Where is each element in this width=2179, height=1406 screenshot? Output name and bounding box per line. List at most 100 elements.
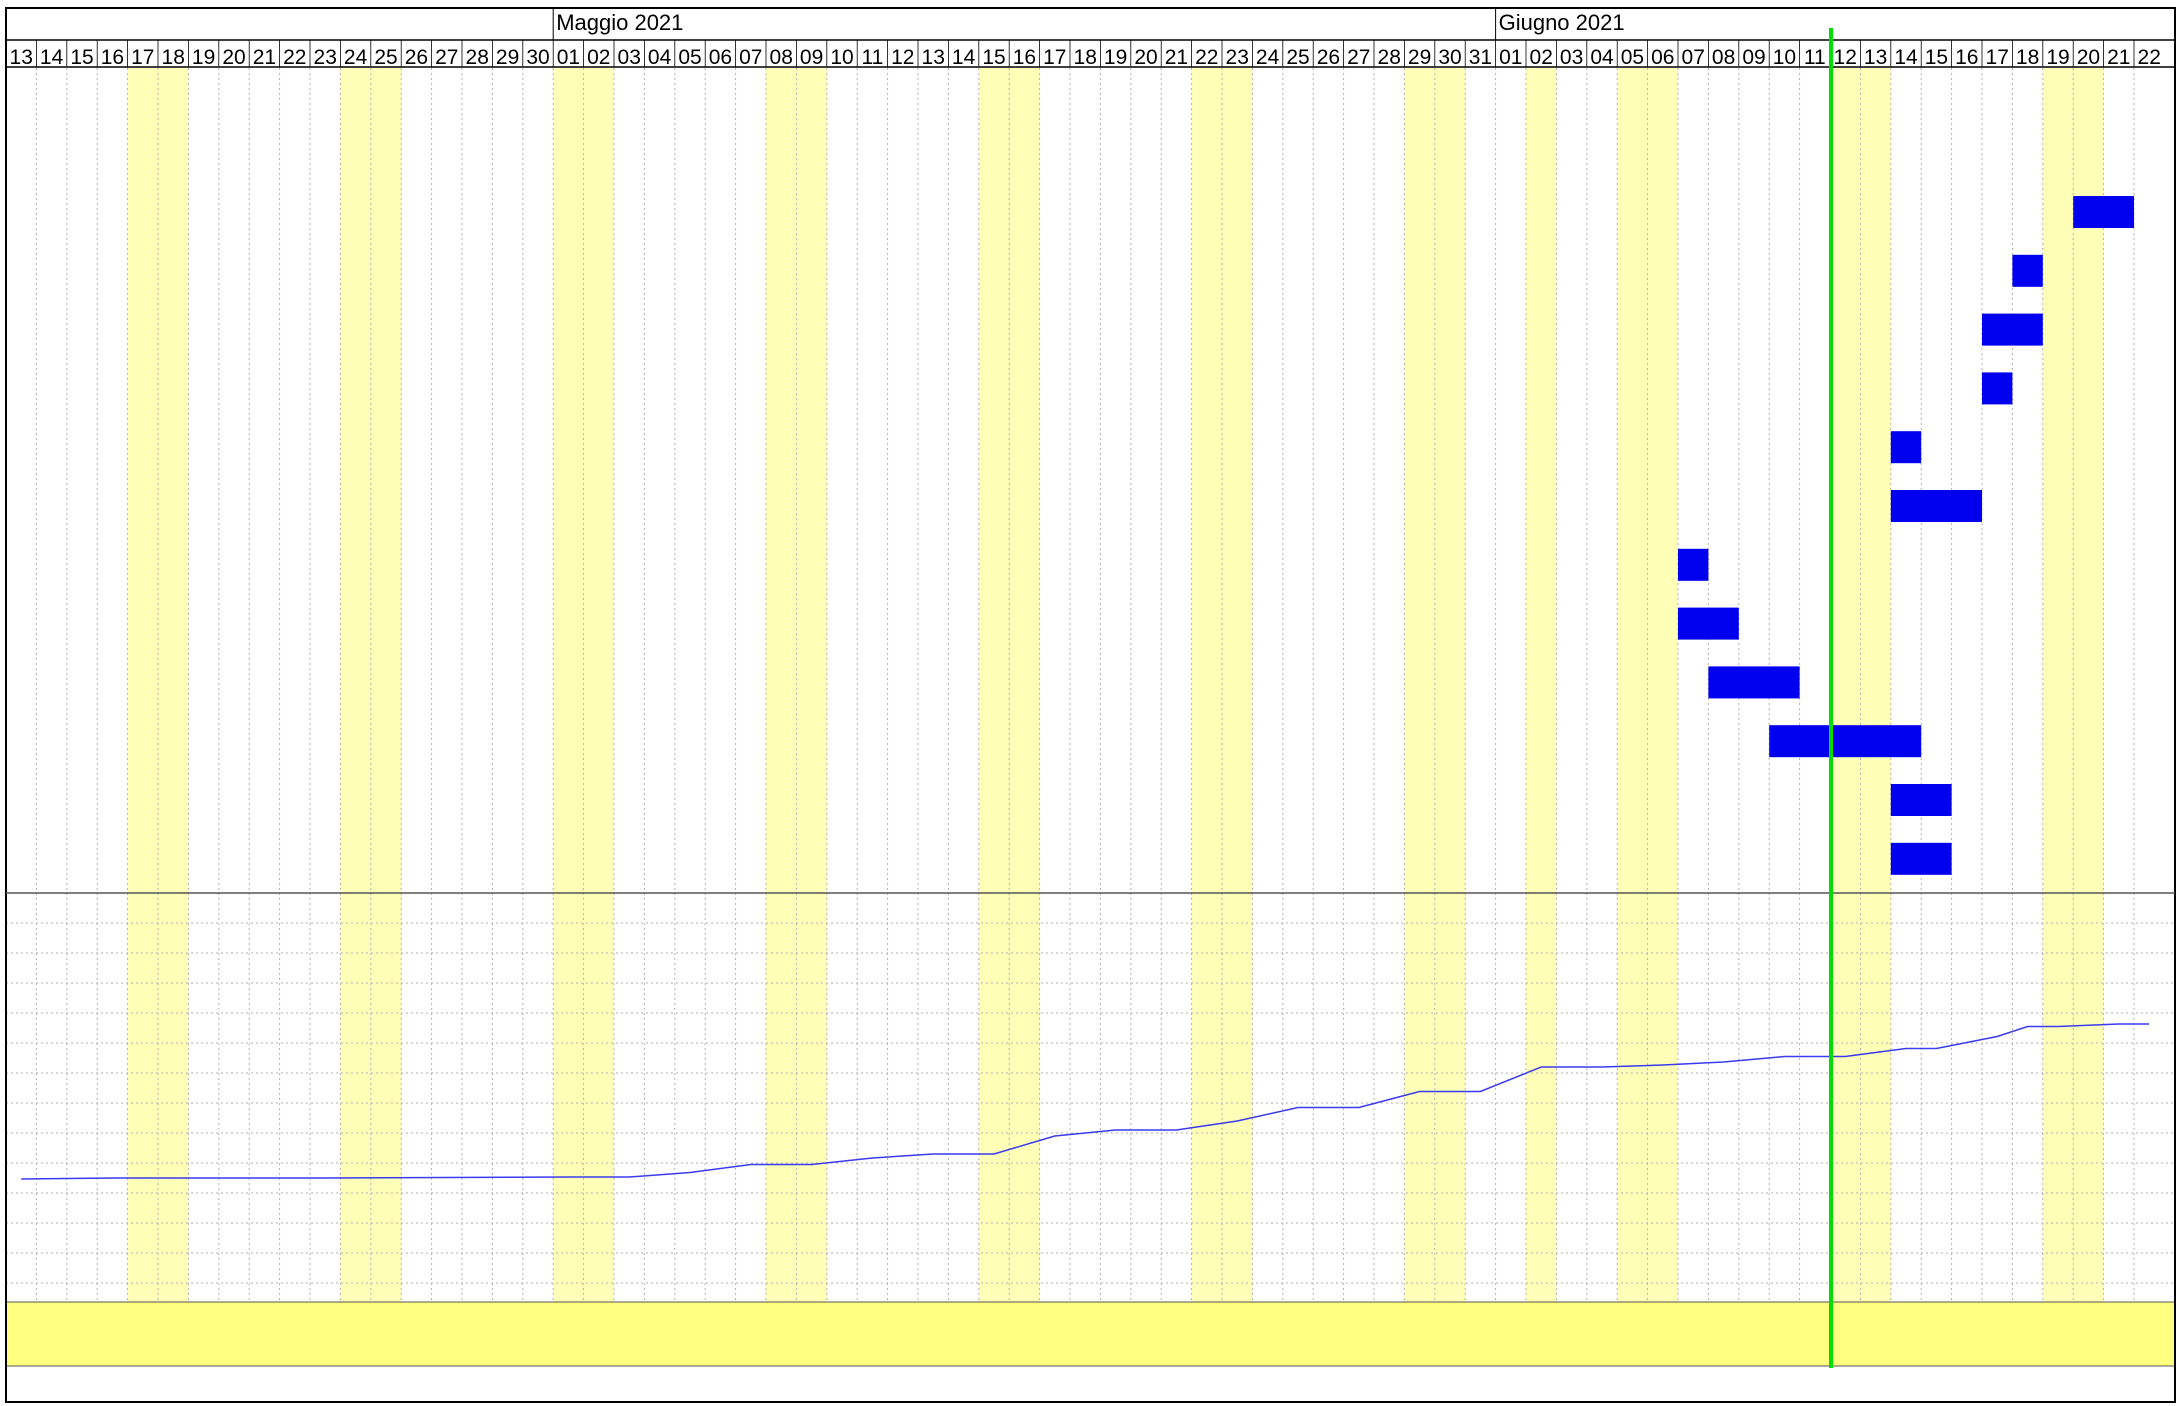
month-label: Giugno 2021 xyxy=(1499,10,1625,35)
day-label: 11 xyxy=(1804,46,1826,69)
weekend-band xyxy=(1404,68,1435,1302)
day-label: 14 xyxy=(40,46,64,69)
day-label: 19 xyxy=(192,46,215,69)
day-label: 08 xyxy=(770,46,793,69)
weekend-band xyxy=(1009,68,1040,1302)
weekend-band xyxy=(1191,68,1222,1302)
weekend-band xyxy=(158,68,189,1302)
day-label: 26 xyxy=(405,46,428,69)
day-label: 08 xyxy=(1712,46,1735,69)
day-label: 12 xyxy=(891,46,914,69)
weekend-band xyxy=(2042,68,2074,1302)
task-bar[interactable] xyxy=(1678,548,1709,581)
month-label: Maggio 2021 xyxy=(556,10,683,35)
weekend-bands xyxy=(127,68,2104,1302)
day-label: 03 xyxy=(618,46,641,69)
weekend-band xyxy=(340,68,371,1302)
day-label: 05 xyxy=(1621,46,1644,69)
progress-line xyxy=(21,1023,2150,1180)
day-label: 22 xyxy=(283,46,306,69)
day-label: 07 xyxy=(1682,46,1705,69)
day-label: 20 xyxy=(222,46,245,69)
day-label: 17 xyxy=(1043,46,1066,69)
day-label: 17 xyxy=(1986,46,2009,69)
day-label: 10 xyxy=(830,46,853,69)
task-bar[interactable] xyxy=(1982,313,2043,346)
weekend-band xyxy=(1860,68,1891,1302)
day-label: 16 xyxy=(1013,46,1036,69)
day-label: 24 xyxy=(344,46,368,69)
day-label: 16 xyxy=(1955,46,1978,69)
day-label: 23 xyxy=(314,46,337,69)
weekend-band xyxy=(766,68,797,1302)
chart-frame xyxy=(5,7,2176,1403)
task-bar[interactable] xyxy=(1708,666,1800,699)
day-label: 01 xyxy=(1499,46,1522,69)
weekend-band xyxy=(1222,68,1253,1302)
day-label: 29 xyxy=(496,46,519,69)
day-label: 30 xyxy=(526,46,549,69)
day-label: 27 xyxy=(435,46,458,69)
day-label: 11 xyxy=(861,46,883,69)
day-label: 22 xyxy=(2138,46,2161,69)
day-label: 20 xyxy=(2077,46,2100,69)
footer-band xyxy=(5,1301,2176,1367)
day-label: 24 xyxy=(1256,46,1280,69)
day-label: 15 xyxy=(70,46,93,69)
weekend-band xyxy=(1434,68,1466,1302)
day-label: 18 xyxy=(1074,46,1097,69)
day-label: 05 xyxy=(678,46,701,69)
weekend-band xyxy=(2073,68,2104,1302)
day-label: 29 xyxy=(1408,46,1431,69)
task-bar[interactable] xyxy=(1678,607,1739,640)
task-bar[interactable] xyxy=(1890,431,1922,464)
day-label: 07 xyxy=(739,46,762,69)
day-label: 30 xyxy=(1438,46,1461,69)
day-label: 15 xyxy=(982,46,1005,69)
weekend-band xyxy=(127,68,158,1302)
day-label: 31 xyxy=(1469,46,1492,69)
footer-yellow-band xyxy=(5,1301,2176,1367)
day-label: 12 xyxy=(1834,46,1857,69)
task-bar[interactable] xyxy=(1890,490,1982,522)
task-bar[interactable] xyxy=(1890,784,1952,816)
weekend-band xyxy=(1647,68,1678,1302)
day-label: 10 xyxy=(1773,46,1796,69)
day-label: 21 xyxy=(1165,46,1188,69)
day-label: 16 xyxy=(101,46,124,69)
day-label: 14 xyxy=(1894,46,1918,69)
day-label: 06 xyxy=(1651,46,1674,69)
timeline-header: Maggio 2021 Giugno 2021 13 14 15 16 17 18 19 20 21… xyxy=(10,8,2161,69)
day-label: 26 xyxy=(1317,46,1340,69)
weekend-band xyxy=(370,68,402,1302)
day-label: 18 xyxy=(2016,46,2039,69)
day-label: 01 xyxy=(557,46,580,69)
day-label: 06 xyxy=(709,46,732,69)
day-label: 19 xyxy=(2046,46,2069,69)
task-bar[interactable] xyxy=(2073,196,2134,228)
day-label: 15 xyxy=(1925,46,1948,69)
day-label: 27 xyxy=(1347,46,1370,69)
day-label: 14 xyxy=(952,46,976,69)
weekend-band xyxy=(1617,68,1648,1302)
day-label: 28 xyxy=(1378,46,1401,69)
task-bar[interactable] xyxy=(1769,725,1922,758)
day-label: 09 xyxy=(800,46,823,69)
task-bar[interactable] xyxy=(1982,372,2013,405)
weekend-band xyxy=(583,68,614,1302)
day-label: 02 xyxy=(1530,46,1553,69)
day-label: 28 xyxy=(466,46,489,69)
progress-curve xyxy=(21,1023,2150,1180)
weekend-band xyxy=(978,68,1010,1302)
day-label: 03 xyxy=(1560,46,1583,69)
day-label: 23 xyxy=(1226,46,1249,69)
task-bar[interactable] xyxy=(2012,254,2043,287)
task-bar[interactable] xyxy=(1890,842,1952,875)
day-label: 04 xyxy=(648,46,672,69)
day-label: 13 xyxy=(10,46,33,69)
day-label: 25 xyxy=(1286,46,1309,69)
day-label: 25 xyxy=(374,46,397,69)
day-label: 21 xyxy=(253,46,276,69)
weekend-band xyxy=(796,68,827,1302)
